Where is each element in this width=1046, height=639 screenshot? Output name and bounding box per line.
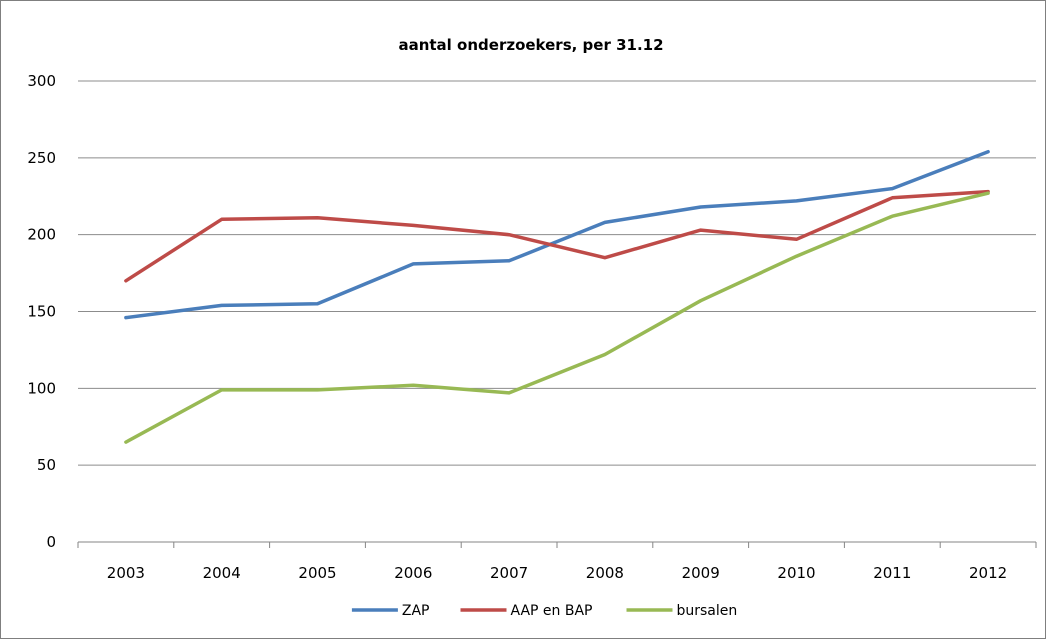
- x-tick-label: 2012: [969, 564, 1007, 582]
- x-tick-label: 2011: [873, 564, 911, 582]
- y-tick-label: 250: [27, 149, 56, 167]
- chart-title: aantal onderzoekers, per 31.12: [398, 36, 663, 54]
- x-tick-label: 2007: [490, 564, 528, 582]
- y-tick-label: 200: [27, 226, 56, 244]
- y-tick-label: 50: [37, 456, 56, 474]
- x-tick-label: 2004: [203, 564, 241, 582]
- legend-label: AAP en BAP: [511, 603, 593, 619]
- y-tick-label: 300: [27, 72, 56, 90]
- x-tick-label: 2006: [394, 564, 432, 582]
- x-tick-label: 2008: [586, 564, 624, 582]
- x-tick-label: 2003: [107, 564, 145, 582]
- y-tick-label: 100: [27, 379, 56, 397]
- series-line-bursalen: [124, 191, 990, 444]
- series-line-zap: [124, 149, 990, 320]
- x-tick-label: 2009: [682, 564, 720, 582]
- y-tick-label: 150: [27, 303, 56, 321]
- x-tick-label: 2010: [777, 564, 815, 582]
- x-tick-label: 2005: [298, 564, 336, 582]
- series-line-aap-en-bap: [124, 189, 990, 283]
- legend-label: bursalen: [677, 603, 738, 619]
- legend-label: ZAP: [402, 603, 430, 619]
- y-tick-label: 0: [46, 533, 56, 551]
